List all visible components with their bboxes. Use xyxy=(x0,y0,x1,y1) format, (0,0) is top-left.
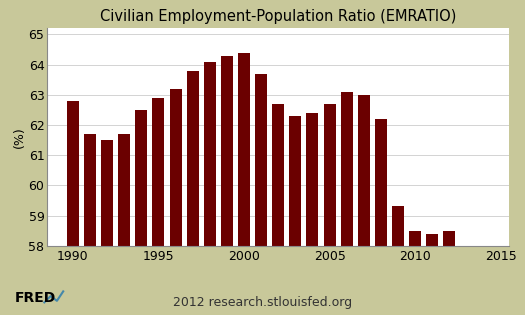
Bar xyxy=(392,206,404,246)
Bar xyxy=(84,134,96,246)
Bar xyxy=(409,231,421,246)
Text: FRED: FRED xyxy=(15,291,56,305)
Bar xyxy=(375,119,387,246)
Bar xyxy=(238,53,250,246)
Bar xyxy=(101,140,113,246)
Bar xyxy=(135,110,148,246)
Title: Civilian Employment-Population Ratio (EMRATIO): Civilian Employment-Population Ratio (EM… xyxy=(100,9,456,24)
Bar xyxy=(187,71,198,246)
Bar xyxy=(341,92,353,246)
Bar xyxy=(152,98,164,246)
Bar xyxy=(204,61,216,246)
Bar xyxy=(289,116,301,246)
Y-axis label: (%): (%) xyxy=(13,126,26,148)
Bar xyxy=(358,95,370,246)
Bar xyxy=(255,74,267,246)
Bar xyxy=(444,231,455,246)
Bar xyxy=(307,113,319,246)
Bar xyxy=(118,134,130,246)
Bar xyxy=(67,101,79,246)
Bar xyxy=(323,104,335,246)
Bar xyxy=(272,104,284,246)
Bar xyxy=(426,234,438,246)
Bar xyxy=(221,55,233,246)
Text: 2012 research.stlouisfed.org: 2012 research.stlouisfed.org xyxy=(173,295,352,309)
Bar xyxy=(170,89,182,246)
